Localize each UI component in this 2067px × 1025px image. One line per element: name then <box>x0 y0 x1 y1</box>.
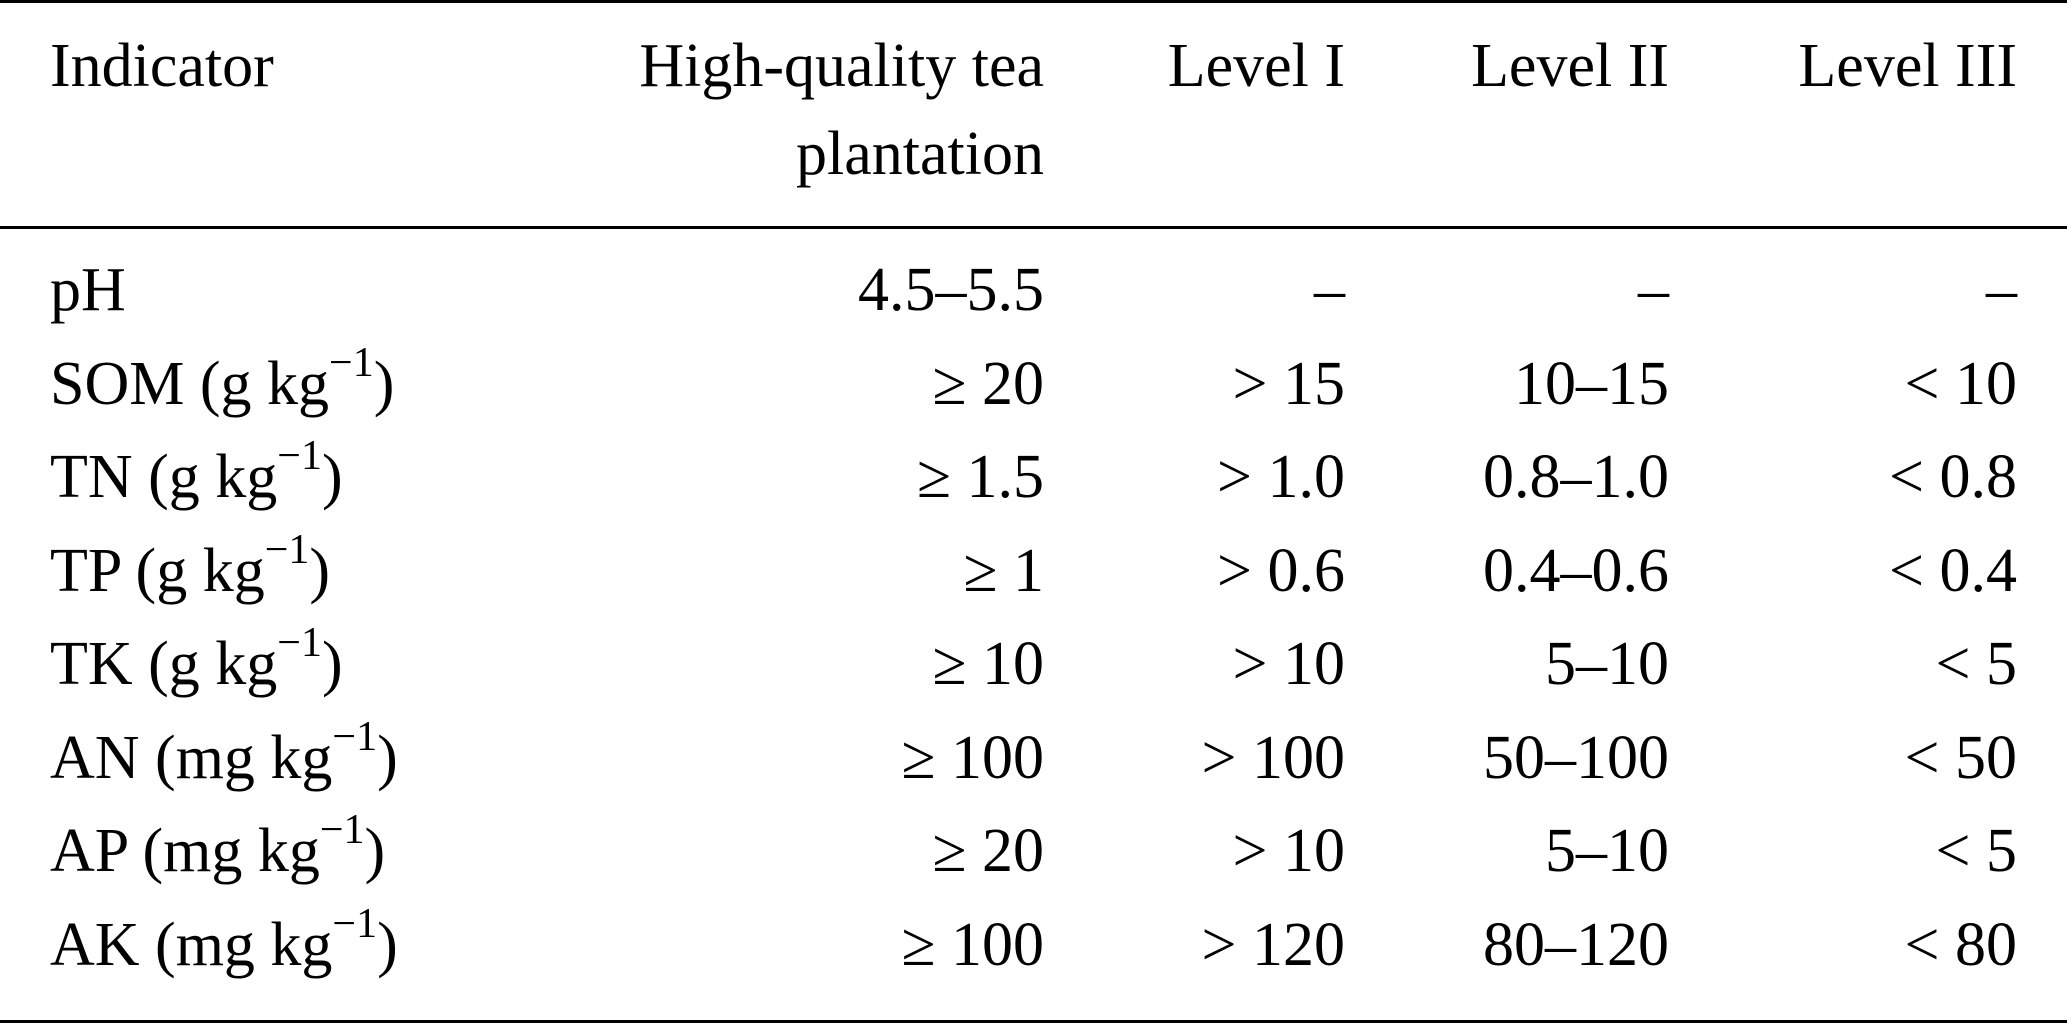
unit-exponent: −1 <box>319 807 365 854</box>
header-level-2: Level II <box>1471 32 1669 100</box>
unit-close: ) <box>321 630 343 698</box>
unit-exponent: −1 <box>332 714 378 761</box>
row-indicator: SOM (g kg−1) <box>50 340 394 428</box>
level-1-value: > 100 <box>1201 724 1345 792</box>
high-quality-value: ≥ 100 <box>901 911 1044 979</box>
row-indicator: pH <box>50 246 126 334</box>
unit-close: ) <box>321 443 343 511</box>
indicator-label: pH <box>50 256 126 324</box>
unit-close: ) <box>377 911 398 979</box>
level-1-value: > 120 <box>1201 911 1345 979</box>
level-3-value: < 0.8 <box>1889 443 2017 511</box>
unit-exponent: −1 <box>329 340 374 387</box>
header-rule <box>0 226 2067 229</box>
header-level-3: Level III <box>1798 32 2017 100</box>
unit-exponent: −1 <box>332 901 378 948</box>
level-2-value: 0.4–0.6 <box>1483 537 1669 605</box>
row-indicator: AN (mg kg−1) <box>50 714 398 802</box>
level-2-value: 80–120 <box>1483 911 1669 979</box>
row-indicator: TP (g kg−1) <box>50 527 330 615</box>
header-level-1: Level I <box>1167 32 1345 100</box>
unit-exponent: −1 <box>277 620 322 667</box>
level-1-value: > 15 <box>1232 350 1345 418</box>
bottom-rule <box>0 1020 2067 1023</box>
header-high-quality-line1: High-quality tea <box>639 32 1044 100</box>
row-indicator: AP (mg kg−1) <box>50 807 385 895</box>
top-rule <box>0 0 2067 3</box>
high-quality-value: ≥ 10 <box>932 630 1044 698</box>
header-high-quality-line2: plantation <box>796 120 1044 188</box>
level-3-value: < 50 <box>1904 724 2017 792</box>
level-1-value: > 1.0 <box>1217 443 1345 511</box>
level-2-value: 0.8–1.0 <box>1483 443 1669 511</box>
level-2-value: – <box>1638 256 1669 324</box>
indicator-label: AN (mg kg <box>50 724 333 792</box>
level-2-value: 5–10 <box>1545 817 1669 885</box>
level-3-value: < 5 <box>1935 817 2017 885</box>
unit-exponent: −1 <box>277 433 322 480</box>
indicator-label: AP (mg kg <box>50 817 320 885</box>
level-2-value: 5–10 <box>1545 630 1669 698</box>
high-quality-value: 4.5–5.5 <box>858 256 1044 324</box>
level-3-value: < 5 <box>1935 630 2017 698</box>
indicator-label: TK (g kg <box>50 630 278 698</box>
unit-exponent: −1 <box>264 527 310 574</box>
unit-close: ) <box>364 817 386 885</box>
high-quality-value: ≥ 20 <box>932 350 1044 418</box>
indicator-label: TP (g kg <box>50 537 265 605</box>
level-2-value: 10–15 <box>1514 350 1669 418</box>
unit-close: ) <box>377 724 398 792</box>
row-indicator: TN (g kg−1) <box>50 433 343 521</box>
row-indicator: AK (mg kg−1) <box>50 901 398 989</box>
unit-close: ) <box>309 537 331 605</box>
high-quality-value: ≥ 1.5 <box>916 443 1044 511</box>
level-1-value: – <box>1314 256 1345 324</box>
indicator-label: TN (g kg <box>50 443 278 511</box>
row-indicator: TK (g kg−1) <box>50 620 343 708</box>
indicator-label: AK (mg kg <box>50 911 333 979</box>
high-quality-value: ≥ 100 <box>901 724 1044 792</box>
high-quality-value: ≥ 1 <box>963 537 1044 605</box>
level-1-value: > 10 <box>1232 817 1345 885</box>
unit-close: ) <box>373 350 395 418</box>
level-3-value: – <box>1986 256 2017 324</box>
level-2-value: 50–100 <box>1483 724 1669 792</box>
indicator-label: SOM (g kg <box>50 350 330 418</box>
level-1-value: > 10 <box>1232 630 1345 698</box>
level-3-value: < 80 <box>1904 911 2017 979</box>
level-1-value: > 0.6 <box>1217 537 1345 605</box>
header-indicator: Indicator <box>50 32 274 100</box>
level-3-value: < 10 <box>1904 350 2017 418</box>
high-quality-value: ≥ 20 <box>932 817 1044 885</box>
level-3-value: < 0.4 <box>1889 537 2017 605</box>
